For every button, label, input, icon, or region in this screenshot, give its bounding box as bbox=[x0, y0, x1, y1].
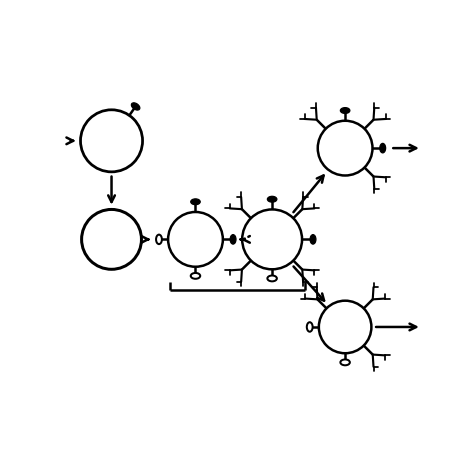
Ellipse shape bbox=[267, 275, 277, 282]
Ellipse shape bbox=[131, 103, 140, 110]
Ellipse shape bbox=[230, 235, 236, 244]
Ellipse shape bbox=[340, 359, 350, 365]
Ellipse shape bbox=[156, 235, 162, 244]
Ellipse shape bbox=[340, 108, 350, 113]
Ellipse shape bbox=[191, 273, 200, 279]
Ellipse shape bbox=[307, 322, 313, 332]
Ellipse shape bbox=[310, 235, 316, 244]
Ellipse shape bbox=[267, 196, 277, 202]
Ellipse shape bbox=[191, 199, 200, 205]
Ellipse shape bbox=[380, 143, 386, 153]
